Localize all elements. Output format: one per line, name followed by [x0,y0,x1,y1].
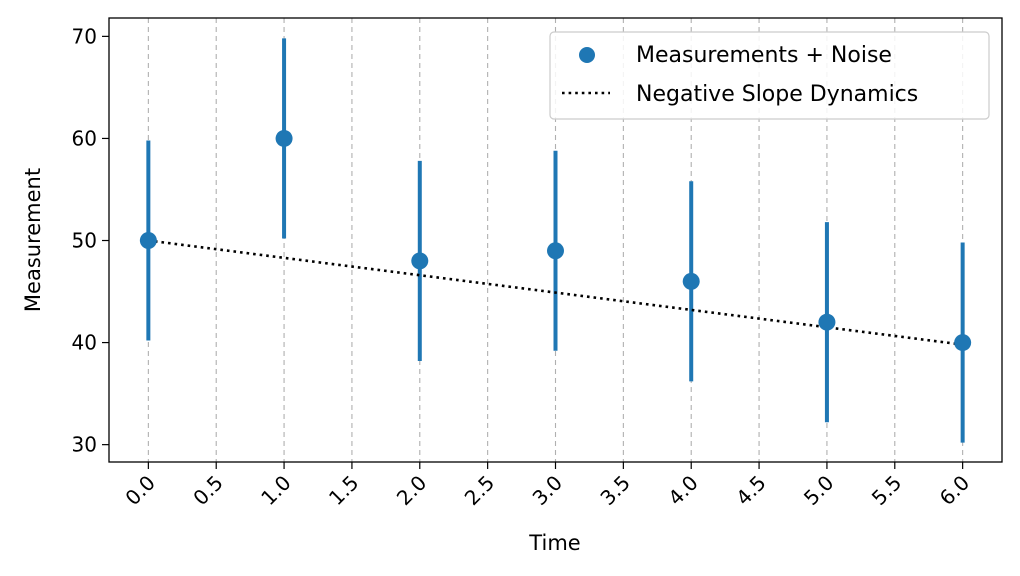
measurement-point [411,252,429,270]
y-tick-label: 30 [72,433,97,457]
y-tick-label: 50 [72,229,97,253]
y-tick-label: 40 [72,331,97,355]
legend-box [549,31,990,120]
measurement-point [139,232,157,250]
measurement-point [547,242,564,260]
legend: Measurements + Noise Negative Slope Dyna… [549,31,990,120]
legend-label-dynamics: Negative Slope Dynamics [636,82,918,107]
legend-label-measurements: Measurements + Noise [636,43,892,68]
measurement-point [954,334,972,352]
y-tick-label: 60 [72,126,97,150]
measurement-point [682,272,700,290]
x-axis-label: Time [528,531,580,555]
y-tick-label: 70 [72,24,97,48]
measurement-point [275,129,293,147]
y-axis-label: Measurement [21,168,45,312]
plot-data [139,38,972,443]
legend-marker-measurements [579,47,595,63]
negative-slope-line [148,239,963,346]
measurement-point [818,313,836,331]
